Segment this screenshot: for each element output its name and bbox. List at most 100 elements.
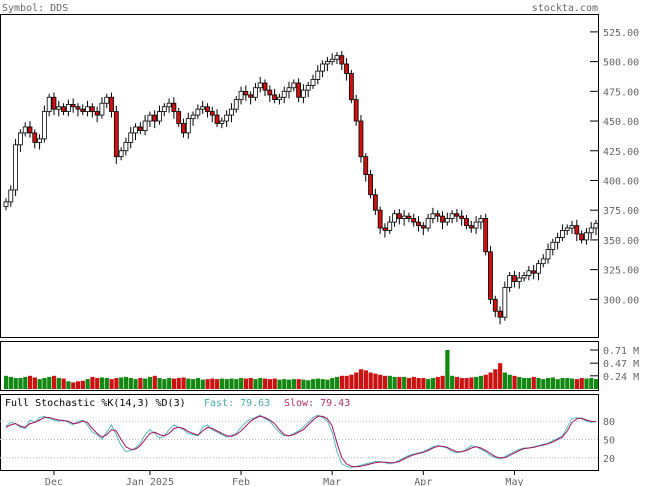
volume-bar: [215, 379, 220, 389]
volume-bar: [579, 378, 584, 389]
volume-bar: [253, 379, 258, 389]
volume-bar: [531, 376, 536, 389]
candle-body: [257, 82, 263, 89]
candle-body: [233, 99, 239, 110]
candle-body: [540, 258, 546, 265]
candle-body: [200, 106, 206, 110]
volume-bar: [162, 379, 167, 389]
volume-tick-label: 0.24 M: [603, 372, 639, 383]
candlestick-series: [3, 50, 599, 325]
volume-bar: [123, 376, 129, 389]
date-axis: Dec Jan 2025 Feb Mar Apr May: [45, 470, 523, 486]
price-tick-label: 450.00: [603, 117, 639, 128]
candle-body: [253, 87, 258, 98]
volume-bar: [80, 380, 85, 389]
volume-bar: [186, 378, 191, 389]
candle-body: [99, 102, 105, 116]
candle-body: [569, 225, 575, 229]
candle-body: [209, 111, 215, 116]
candle-body: [488, 251, 493, 300]
candle-body: [329, 58, 335, 63]
volume-bar: [330, 378, 335, 389]
price-axis: 525.00 500.00 475.00 450.00 425.00 400.00 375.…: [603, 28, 639, 306]
volume-bar: [435, 376, 440, 389]
volume-bar: [210, 378, 215, 389]
volume-bar: [493, 369, 498, 389]
volume-bar: [421, 378, 426, 389]
volume-bar: [248, 378, 253, 389]
volume-bar: [498, 363, 503, 389]
volume-bar: [23, 376, 28, 389]
volume-bar: [565, 378, 570, 389]
candle-body: [363, 156, 369, 175]
volume-bar: [541, 379, 546, 389]
candle-body: [382, 227, 388, 231]
candle-body: [118, 150, 124, 158]
volume-bar: [171, 378, 177, 389]
volume-bar: [75, 381, 81, 389]
volume-bar: [325, 379, 330, 389]
volume-bar: [397, 376, 402, 389]
candle-body: [344, 63, 349, 74]
volume-bar: [387, 375, 392, 389]
candle-body: [512, 275, 517, 282]
volume-bar: [119, 377, 124, 389]
candle-body: [277, 96, 282, 101]
price-tick-label: 400.00: [603, 176, 639, 187]
candle-body: [483, 218, 489, 253]
candle-body: [320, 63, 325, 72]
volume-bar: [373, 373, 378, 389]
candle-body: [75, 106, 81, 110]
volume-bar: [51, 375, 57, 389]
volume-bar: [560, 378, 565, 389]
volume-bar: [454, 376, 460, 389]
price-tick-label: 475.00: [603, 87, 639, 98]
candle-body: [334, 55, 340, 60]
volume-bar: [550, 377, 556, 389]
volume-bar: [507, 374, 512, 389]
volume-bar: [570, 378, 575, 389]
volume-bar: [426, 379, 431, 389]
candle-body: [56, 106, 62, 110]
candle-body: [564, 227, 570, 231]
candle-body: [296, 82, 302, 98]
stochastic-tick-label: 50: [603, 436, 615, 447]
candle-body: [305, 84, 311, 91]
volume-bar: [320, 379, 325, 389]
volume-series: [4, 350, 599, 389]
candle-body: [17, 132, 23, 146]
candle-body: [536, 263, 541, 274]
candle-body: [80, 108, 86, 112]
candle-body: [51, 96, 57, 110]
candle-body: [272, 94, 278, 101]
candle-body: [353, 99, 359, 122]
candle-body: [468, 225, 474, 229]
candle-body: [70, 103, 76, 108]
candle-body: [315, 70, 321, 80]
fast-label: Fast: 79.63: [204, 398, 270, 409]
candle-body: [286, 87, 292, 92]
volume-bar: [263, 378, 268, 389]
candle-body: [142, 120, 148, 131]
volume-bar: [277, 379, 282, 389]
candle-body: [13, 144, 18, 191]
candle-body: [420, 225, 426, 229]
volume-bar: [27, 375, 33, 389]
candle-body: [339, 55, 345, 65]
candle-body: [396, 213, 402, 219]
volume-tick-label: 0.71 M: [603, 346, 639, 357]
volume-bar: [47, 376, 52, 389]
candle-body: [205, 106, 210, 112]
volume-bar: [450, 375, 455, 389]
volume-bar: [474, 376, 479, 389]
volume-bar: [56, 378, 61, 389]
candle-body: [416, 221, 421, 227]
date-tick-label: Dec: [45, 477, 63, 486]
volume-bar: [339, 375, 344, 389]
volume-bar: [13, 378, 18, 389]
volume-bar: [71, 382, 76, 389]
candle-body: [473, 221, 479, 229]
candle-body: [392, 213, 397, 223]
volume-bar: [536, 378, 541, 389]
candle-body: [3, 201, 9, 208]
